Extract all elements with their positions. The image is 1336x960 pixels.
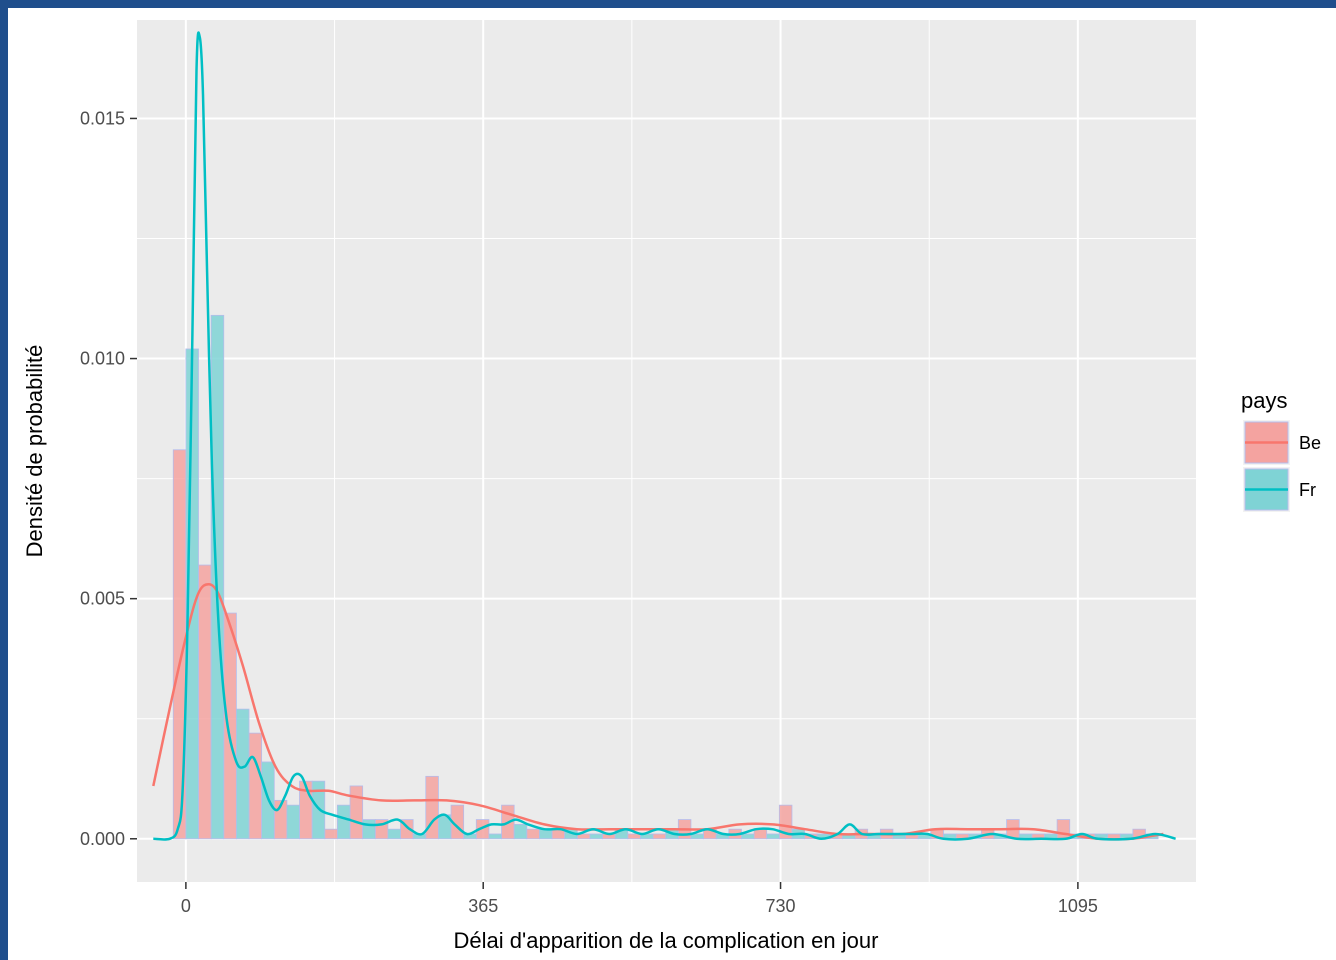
legend-label-fr: Fr: [1299, 480, 1316, 500]
x-axis-title: Délai d'apparition de la complication en…: [454, 928, 879, 953]
plot-panel: [137, 20, 1196, 882]
y-tick-label: 0.000: [80, 829, 125, 849]
y-axis-title: Densité de probabilité: [22, 345, 47, 558]
bar-fr: [387, 828, 401, 840]
bar-fr: [766, 833, 780, 840]
bar-fr: [690, 833, 704, 840]
density-line-fr: [153, 31, 1176, 841]
bar-fr: [210, 314, 225, 840]
bar-be: [248, 732, 263, 840]
bar-fr: [513, 823, 528, 840]
bar-fr: [336, 804, 351, 840]
bar-be: [475, 819, 490, 840]
bar-be: [324, 828, 338, 840]
axes: 0 365 730 1095 0.000 0.005 0.010 0.015: [80, 108, 1098, 916]
bar-be: [627, 833, 641, 840]
density-line-be: [152, 583, 1164, 841]
y-tick-label: 0.015: [80, 108, 125, 128]
grid-minor: [137, 20, 1196, 882]
bar-be: [425, 775, 439, 840]
x-tick-label: 365: [468, 896, 498, 916]
bar-fr: [539, 828, 553, 840]
bar-be: [526, 828, 540, 840]
bar-be: [753, 828, 768, 840]
y-tick-label: 0.005: [80, 589, 125, 609]
x-tick-label: 1095: [1058, 896, 1098, 916]
bar-fr: [286, 804, 300, 840]
bar-fr: [235, 708, 250, 840]
density-histogram-chart: 0 365 730 1095 0.000 0.005 0.010 0.015 Délai d'…: [22, 20, 1321, 953]
x-tick-label: 0: [181, 896, 191, 916]
bar-be: [778, 804, 793, 840]
bar-fr: [362, 819, 376, 840]
legend-label-be: Be: [1299, 433, 1321, 453]
bar-be: [652, 833, 667, 840]
chart-frame: 0 365 730 1095 0.000 0.005 0.010 0.015 Délai d'…: [8, 8, 1336, 960]
legend: pays Be Fr: [1241, 388, 1321, 512]
bar-fr: [589, 833, 603, 840]
bar-be: [349, 785, 364, 840]
bar-fr: [741, 833, 755, 840]
legend-title: pays: [1241, 388, 1287, 413]
bar-be: [223, 612, 237, 840]
legend-item-be: Be: [1243, 420, 1321, 465]
bar-be: [1107, 833, 1121, 840]
legend-item-fr: Fr: [1243, 467, 1316, 512]
bar-fr: [488, 833, 502, 840]
density-lines: [152, 31, 1176, 841]
y-tick-label: 0.010: [80, 349, 125, 369]
bar-be: [1056, 819, 1071, 840]
x-tick-label: 730: [766, 896, 796, 916]
bar-be: [198, 564, 212, 840]
